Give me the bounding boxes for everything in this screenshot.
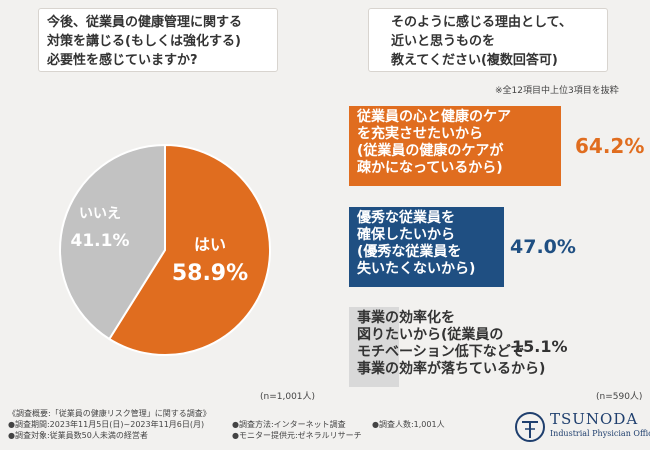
survey-line: ●モニター提供元:ゼネラルリサーチ <box>232 431 362 440</box>
bar-label-line: を充実させたいから <box>357 126 483 142</box>
tsunoda-logo: TSUNODA Industrial Physician Office <box>512 408 650 446</box>
bar-label-line: 失いたくないから) <box>357 261 476 277</box>
survey-line: ●調査人数:1,001人 <box>372 420 445 429</box>
question-1-line: 今後、従業員の健康管理に関する <box>47 15 243 30</box>
bar-label-line: 優秀な従業員を <box>357 210 455 226</box>
pie-slice-yes <box>107 143 271 356</box>
bar-label-line: 疎かになっているから) <box>357 160 503 176</box>
bar-value-label: 47.0% <box>510 235 576 258</box>
bar-label-line: 事業の効率が落ちているから) <box>357 361 546 377</box>
n-left-note: (n=1,001人) <box>260 392 316 402</box>
bar-2: 優秀な従業員を 確保したいから (優秀な従業員を 失いたくないから) <box>349 207 505 287</box>
bar-label-line: (優秀な従業員を <box>357 244 462 260</box>
pie-slice-label: いいえ <box>79 206 121 222</box>
pie-slice-value: 58.9% <box>172 261 248 286</box>
bar-label-line: 確保したいから <box>357 227 455 243</box>
bar-1: 従業員の心と健康のケア を充実させたいから (従業員の健康のケアが 疎かになっているか… <box>349 106 561 186</box>
question-2-box: そのように感じる理由として、 近いと思うものを 教えてください(複数回答可) <box>368 8 608 72</box>
bar-label-line: (従業員の健康のケアが <box>357 143 504 159</box>
question-1-box: 今後、従業員の健康管理に関する 対策を講じる(もしくは強化する) 必要性を感じて… <box>38 8 278 72</box>
survey-summary: 《調査概要:「従業員の健康リスク管理」に関する調査》 ●調査期間:2023年11… <box>8 408 211 441</box>
survey-line: 《調査概要:「従業員の健康リスク管理」に関する調査》 <box>8 409 211 418</box>
bar-label-line: モチベーション低下などで <box>357 344 525 360</box>
survey-method: ●調査方法:インターネット調査 ●モニター提供元:ゼネラルリサーチ <box>232 419 362 441</box>
bar-value-label: 15.1% <box>512 337 568 356</box>
n-right-note: (n=590人) <box>596 392 643 402</box>
question-1-line: 対策を講じる(もしくは強化する) <box>47 34 241 49</box>
logo-name: TSUNODA <box>550 410 639 428</box>
bar-3: 事業の効率化を 図りたいから(従業員の モチベーション低下などで 事業の効率が落ちてい… <box>349 307 546 387</box>
bar-label-line: 従業員の心と健康のケア <box>357 109 511 125</box>
pie-slice-label: はい <box>194 235 226 254</box>
bar-label-line: 図りたいから(従業員の <box>357 327 504 343</box>
top-note: ※全12項目中上位3項目を抜粋 <box>495 86 619 96</box>
survey-count: ●調査人数:1,001人 <box>372 419 445 430</box>
bar-value-label: 64.2% <box>575 134 645 158</box>
survey-line: ●調査対象:従業員数50人未満の経営者 <box>8 431 148 440</box>
survey-line: ●調査方法:インターネット調査 <box>232 420 346 429</box>
pie-slice-value: 41.1% <box>71 231 130 251</box>
logo-subtitle: Industrial Physician Office <box>550 429 650 438</box>
bar-label-line: 事業の効率化を <box>357 310 455 326</box>
question-1-line: 必要性を感じていますか? <box>47 53 198 68</box>
pie-slice-no <box>59 143 166 341</box>
survey-line: ●調査期間:2023年11月5日(日)~2023年11月6日(月) <box>8 420 205 429</box>
question-2-line: そのように感じる理由として、 <box>391 15 572 30</box>
question-2-line: 近いと思うものを <box>391 34 496 49</box>
logo-mark-icon <box>515 412 545 442</box>
question-2-line: 教えてください(複数回答可) <box>391 53 558 68</box>
